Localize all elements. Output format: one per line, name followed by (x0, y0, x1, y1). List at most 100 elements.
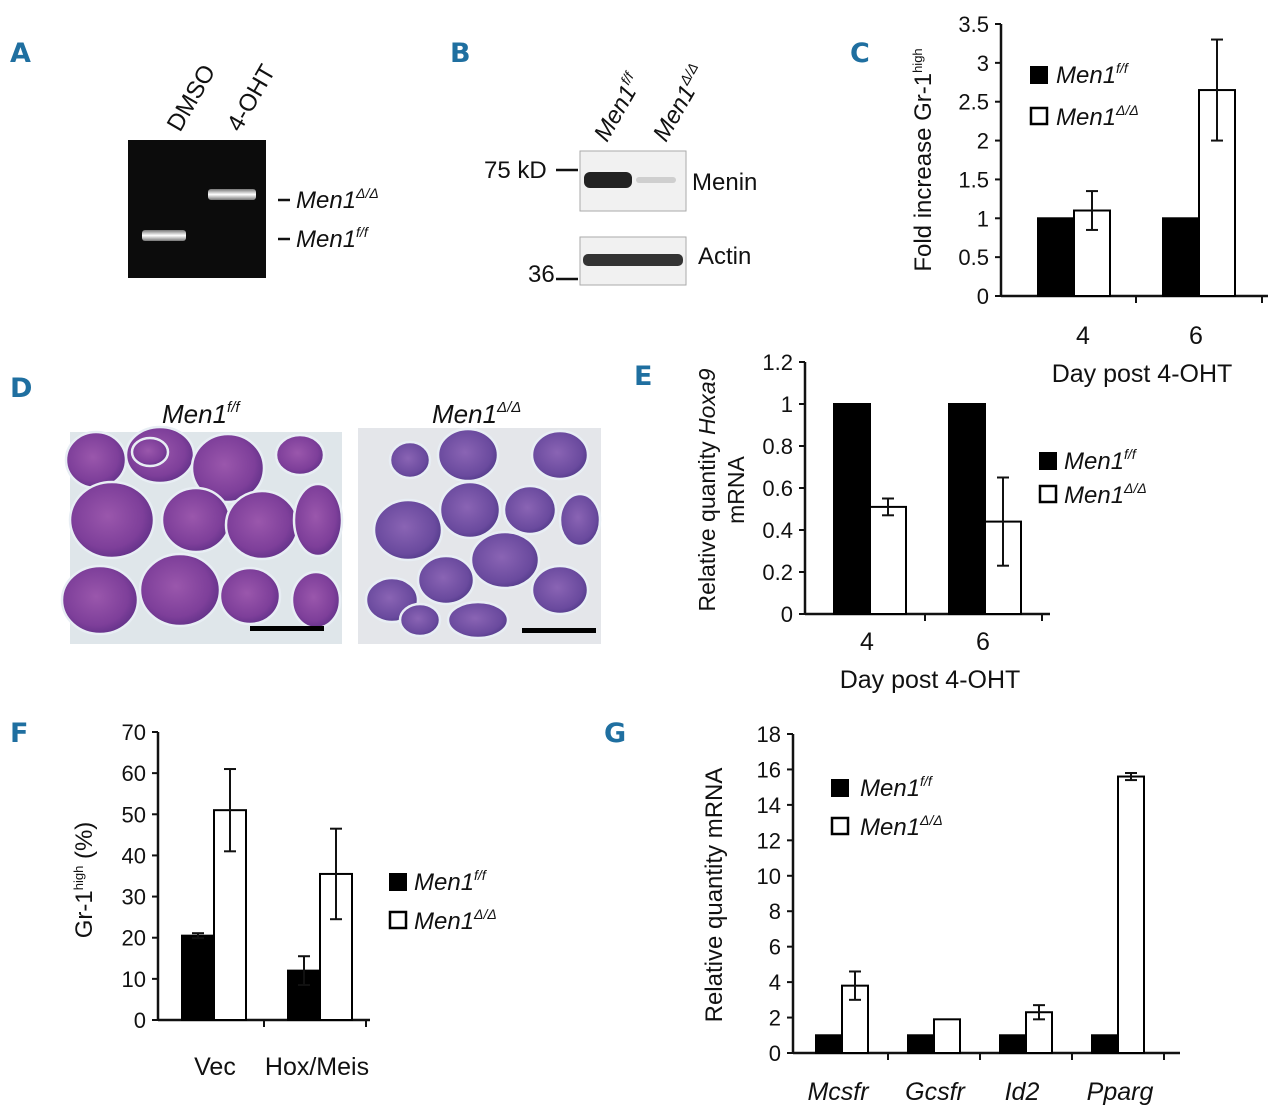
legend-swatch-floxed (831, 779, 849, 797)
legend-label-floxed: Men1f/f (1064, 446, 1138, 475)
cell (502, 484, 558, 536)
y-tick-label: 1.5 (958, 167, 989, 192)
legend-swatch-deleted (388, 910, 408, 930)
cell (292, 482, 344, 558)
panel-d-letter: D (10, 373, 32, 404)
legend: Men1f/f Men1Δ/Δ (388, 867, 497, 935)
y-tick-label: 12 (757, 828, 781, 853)
y-tick-label: 1.2 (762, 350, 793, 375)
cell (224, 489, 300, 561)
y-tick-label: 18 (757, 722, 781, 747)
x-category-label: Hox/Meis (265, 1053, 369, 1081)
cell (469, 530, 541, 590)
y-tick-label: 1 (977, 206, 989, 231)
cell (160, 486, 232, 554)
x-category-label: 6 (976, 628, 990, 656)
cell (530, 429, 590, 481)
y-tick-label: 2.5 (958, 90, 989, 115)
bar-men1-floxed (815, 1034, 843, 1055)
y-tick-label: 0.6 (762, 476, 793, 501)
y-tick-label: 8 (769, 899, 781, 924)
chart-f: 0 10 20 30 40 50 60 70 Vec Hox/Meis (122, 720, 370, 1081)
y-tick-label: 40 (122, 843, 146, 868)
x-axis-label: Day post 4-OHT (1052, 360, 1233, 388)
panel-c-letter: C (850, 38, 870, 69)
agarose-gel-image (128, 140, 266, 278)
x-category-label: Pparg (1087, 1078, 1154, 1106)
y-axis-label-line2: mRNA (723, 455, 749, 523)
y-tick-label: 0.4 (762, 518, 793, 543)
legend-label-deleted: Men1Δ/Δ (414, 906, 497, 935)
cell (290, 570, 342, 630)
band-label-deleted: Men1Δ/Δ (296, 185, 379, 214)
legend-label-deleted: Men1Δ/Δ (860, 812, 943, 841)
lane-label-4oht: 4-OHT (222, 60, 282, 136)
lane-label-dmso: DMSO (162, 60, 221, 136)
bar-men1-floxed (1162, 217, 1200, 298)
y-tick-label: 50 (122, 802, 146, 827)
cell (274, 433, 326, 477)
x-category-label: 4 (1076, 322, 1090, 350)
actin-band (583, 254, 683, 266)
band-label-floxed: Men1f/f (296, 224, 370, 253)
lane-label-deleted: Men1Δ/Δ (646, 60, 712, 146)
panel-a: A DMSO 4-OHT Men1Δ/Δ Men1f/f (10, 38, 379, 278)
cell (438, 480, 502, 540)
panel-e-letter: E (634, 361, 652, 392)
scale-bar (250, 626, 324, 631)
y-tick-label: 0 (769, 1041, 781, 1066)
cell (558, 492, 602, 548)
panel-f-letter: F (10, 718, 28, 749)
x-category-label: Id2 (1005, 1078, 1040, 1106)
y-axis-label: Gr-1high (%) (71, 822, 98, 939)
cell (372, 498, 444, 562)
y-tick-label: 2 (977, 129, 989, 154)
cell (388, 440, 432, 480)
bar-men1-floxed (907, 1034, 935, 1055)
menin-band-deleted (636, 177, 676, 183)
bar-men1-deleted (1117, 775, 1145, 1054)
y-tick-label: 0.5 (958, 245, 989, 270)
marker-36: 36 (528, 261, 555, 288)
y-tick-label: 14 (757, 793, 781, 818)
legend-label-deleted: Men1Δ/Δ (1064, 480, 1147, 509)
protein-label-actin: Actin (698, 243, 751, 270)
cell (64, 430, 128, 490)
cell (60, 564, 140, 636)
gel-band-floxed (142, 230, 186, 241)
cell (416, 554, 476, 606)
legend: Men1f/f Men1Δ/Δ (1038, 446, 1147, 509)
chart-e: 0 0.2 0.4 0.6 0.8 1 1.2 4 6 (762, 350, 1050, 656)
bar-men1-deleted (869, 505, 907, 615)
bar-men1-floxed (1037, 217, 1075, 298)
y-tick-label: 2 (769, 1006, 781, 1031)
y-tick-label: 0 (134, 1008, 146, 1033)
x-category-label: Gcsfr (905, 1078, 966, 1106)
image-label-floxed: Men1f/f (162, 399, 241, 429)
panel-b: B Men1f/f Men1Δ/Δ 75 kD 36 Menin Actin (450, 38, 757, 288)
y-tick-label: 3.5 (958, 12, 989, 37)
legend-swatch-floxed (389, 873, 407, 891)
cell (68, 480, 156, 560)
y-tick-label: 6 (769, 935, 781, 960)
y-axis-label: Fold increase Gr-1high (910, 48, 937, 271)
y-tick-label: 16 (757, 757, 781, 782)
cell (130, 436, 170, 468)
y-tick-label: 10 (122, 967, 146, 992)
legend: Men1f/f Men1Δ/Δ (830, 773, 943, 841)
gel-band-deleted (208, 189, 256, 200)
micrograph-floxed (60, 425, 344, 644)
y-tick-label: 0.2 (762, 560, 793, 585)
bar-men1-floxed (948, 403, 986, 615)
y-tick-label: 0 (977, 284, 989, 309)
cell (398, 602, 442, 638)
legend-swatch-floxed (1039, 452, 1057, 470)
panel-d: D Men1f/f Men1Δ/Δ (10, 373, 602, 644)
micrograph-deleted (358, 427, 602, 644)
legend: Men1f/f Men1Δ/Δ (1029, 60, 1139, 131)
panel-g-letter: G (604, 718, 626, 749)
x-category-label: Vec (194, 1053, 236, 1081)
y-tick-label: 30 (122, 885, 146, 910)
cell (530, 564, 590, 616)
